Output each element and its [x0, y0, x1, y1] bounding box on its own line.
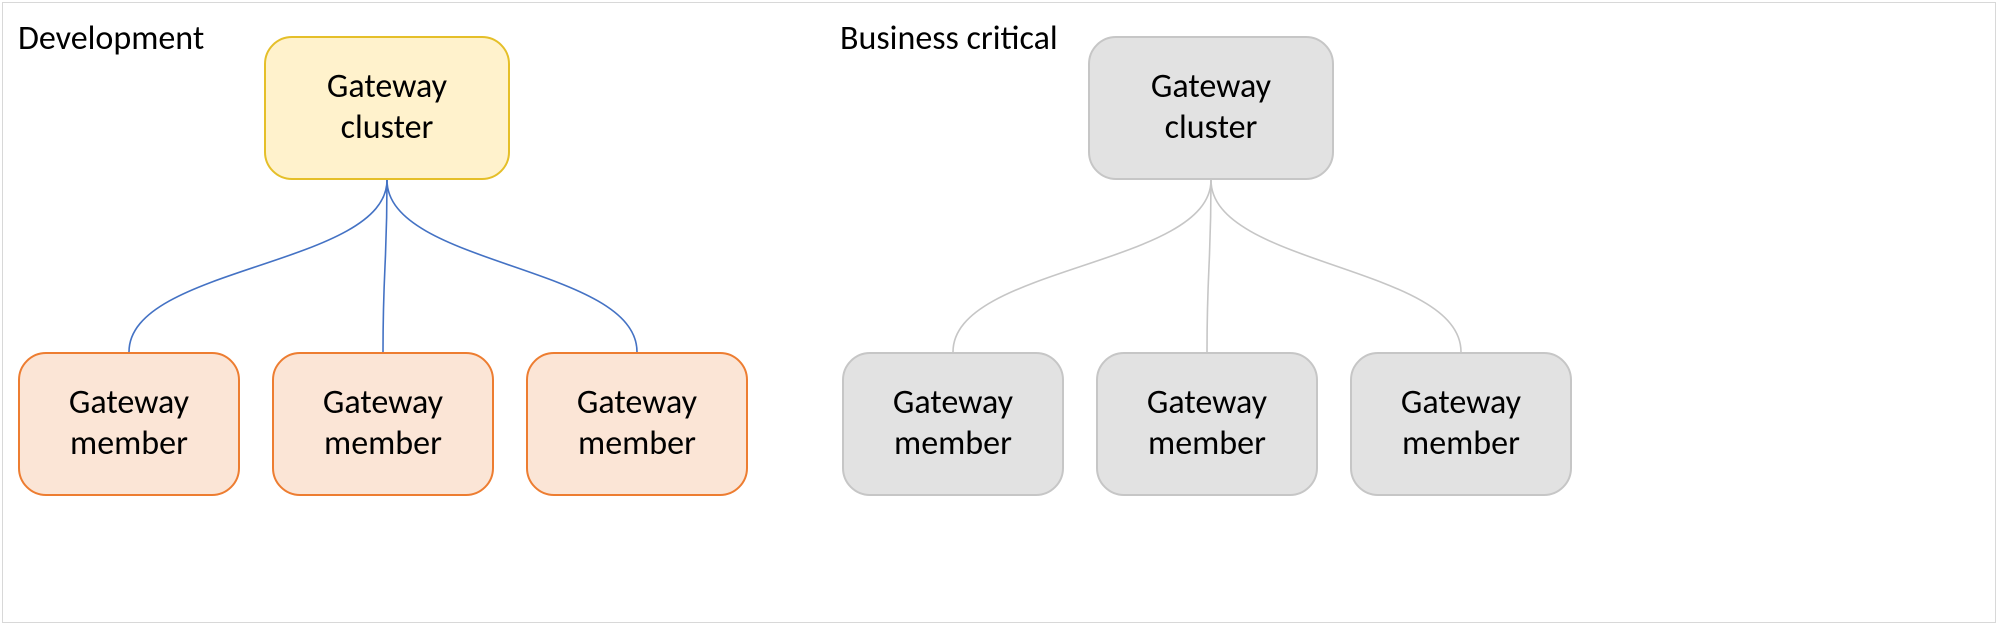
biz-member-node-2: Gateway member — [1350, 352, 1572, 496]
panel-title-business-critical: Business critical — [840, 18, 1058, 59]
biz-member-label-0: Gateway member — [893, 383, 1013, 465]
biz-member-node-0: Gateway member — [842, 352, 1064, 496]
dev-member-node-0: Gateway member — [18, 352, 240, 496]
biz-member-node-1: Gateway member — [1096, 352, 1318, 496]
dev-cluster-node: Gateway cluster — [264, 36, 510, 180]
dev-member-node-1: Gateway member — [272, 352, 494, 496]
diagram-canvas: Development Gateway cluster Gateway memb… — [0, 0, 1998, 625]
dev-member-label-2: Gateway member — [577, 383, 697, 465]
dev-member-label-0: Gateway member — [69, 383, 189, 465]
dev-cluster-label: Gateway cluster — [327, 67, 447, 149]
biz-member-label-1: Gateway member — [1147, 383, 1267, 465]
biz-cluster-label: Gateway cluster — [1151, 67, 1271, 149]
dev-member-node-2: Gateway member — [526, 352, 748, 496]
dev-member-label-1: Gateway member — [323, 383, 443, 465]
panel-title-development: Development — [18, 18, 204, 59]
biz-cluster-node: Gateway cluster — [1088, 36, 1334, 180]
biz-member-label-2: Gateway member — [1401, 383, 1521, 465]
